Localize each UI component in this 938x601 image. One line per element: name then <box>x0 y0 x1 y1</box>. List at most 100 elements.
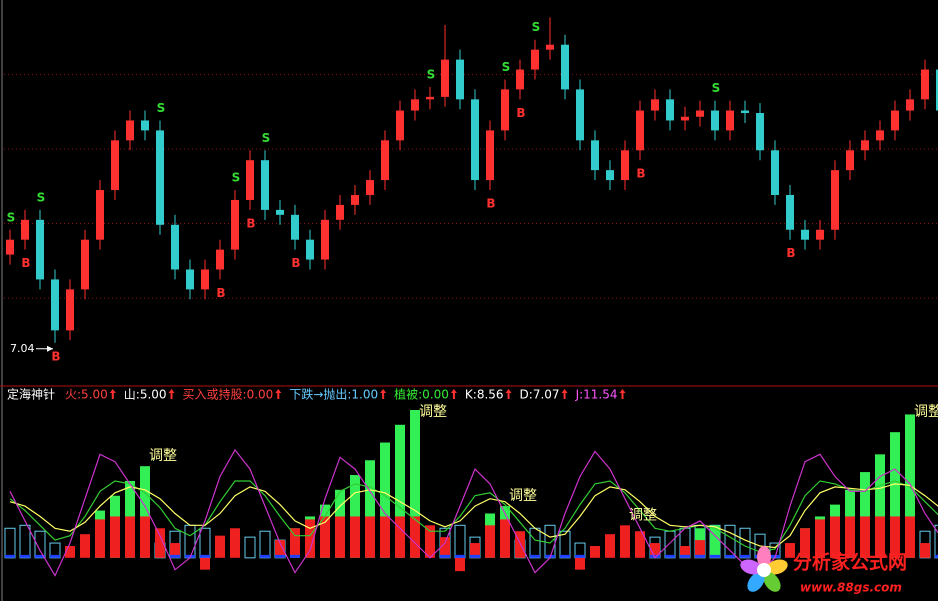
candle-body <box>51 279 59 331</box>
indicator-bar <box>500 519 510 558</box>
signal-label: B <box>486 197 495 211</box>
candle-body <box>726 110 734 131</box>
indicator-bar <box>650 554 660 558</box>
candle-body <box>636 110 644 151</box>
legend-entry: 下跌→抛出:1.00 <box>289 387 378 402</box>
legend-arrow <box>561 389 568 399</box>
indicator-bar <box>230 528 240 558</box>
legend-arrow <box>380 389 387 399</box>
legend-arrow <box>450 389 457 399</box>
candle-body <box>306 239 314 260</box>
indicator-bar <box>890 432 900 558</box>
indicator-bar <box>695 554 705 558</box>
candle-body <box>21 219 29 240</box>
indicator-bar <box>215 535 225 558</box>
indicator-bar <box>725 554 735 558</box>
indicator-bar <box>395 516 405 558</box>
watermark: 分析家公式网 www.88gs.com <box>740 546 907 595</box>
legend-arrow <box>505 389 512 399</box>
signal-label: S <box>502 60 511 74</box>
candle-body <box>156 130 164 225</box>
indicator-bar <box>740 554 750 558</box>
indicator-bar <box>530 554 540 558</box>
indicator-plot <box>4 410 938 577</box>
candle-body <box>426 96 434 100</box>
indicator-bar <box>260 554 270 558</box>
indicator-bar <box>395 424 405 558</box>
candle-body <box>201 269 209 290</box>
indicator-bar <box>695 540 705 558</box>
indicator-bar <box>380 442 390 558</box>
legend-entry: 火:5.00 <box>65 388 108 402</box>
indicator-bar <box>665 554 675 558</box>
legend-arrow <box>275 389 282 399</box>
indicator-bar <box>785 543 795 558</box>
indicator-bar <box>575 557 585 570</box>
legend-arrow <box>109 389 116 399</box>
indicator-bar <box>680 554 690 558</box>
indicator-bar <box>335 516 345 558</box>
indicator-bar <box>320 516 330 558</box>
candle-body <box>441 59 449 97</box>
indicator-bar <box>410 516 420 558</box>
candle-body <box>321 219 329 260</box>
candle-body <box>906 99 914 111</box>
indicator-bar <box>20 554 30 558</box>
indicator-bar <box>380 516 390 558</box>
candle-body <box>861 140 869 151</box>
indicator-bar <box>50 554 60 558</box>
candle-body <box>681 116 689 121</box>
indicator-bar <box>905 516 915 558</box>
annotation: 调整 <box>419 404 447 420</box>
indicator-bar <box>800 528 810 558</box>
signal-label: B <box>21 256 30 270</box>
candle-body <box>771 150 779 195</box>
low-arrow-head <box>47 345 53 352</box>
candle-body <box>936 69 938 111</box>
indicator-bar <box>680 546 690 558</box>
indicator-bar <box>890 516 900 558</box>
candle-body <box>351 194 359 205</box>
indicator-bar <box>65 546 75 558</box>
watermark-name: 分析家公式网 <box>793 551 907 574</box>
indicator-bar <box>365 516 375 558</box>
candle-body <box>651 99 659 111</box>
indicator-bar <box>470 543 480 558</box>
candle-body <box>81 239 89 290</box>
indicator-bar <box>875 516 885 558</box>
indicator-line <box>9 480 938 553</box>
signal-label: B <box>216 286 225 300</box>
signal-label: B <box>246 216 255 230</box>
candle-body <box>831 170 839 230</box>
indicator-bar <box>635 531 645 558</box>
legend-entry: K:8.56 <box>465 388 504 402</box>
indicator-bar <box>35 554 45 558</box>
indicator-bar <box>470 554 480 558</box>
indicator-bar <box>125 516 135 558</box>
indicator-bar <box>290 528 300 558</box>
candle-body <box>66 289 74 331</box>
legend-entry: J:11.54 <box>575 388 618 402</box>
candle-body <box>486 130 494 181</box>
candle-body <box>891 110 899 131</box>
indicator-bar <box>575 554 585 558</box>
candle-body <box>141 120 149 131</box>
candle-body <box>231 199 239 250</box>
indicator-bar <box>455 554 465 558</box>
indicator-bar <box>650 543 660 558</box>
annotation: 调整 <box>509 488 537 504</box>
legend-entry: 买入或持股:0.00 <box>183 387 274 402</box>
signal-label: S <box>37 190 46 204</box>
indicator-bar <box>710 554 720 558</box>
candle-body <box>696 110 704 117</box>
indicator-bar <box>200 554 210 558</box>
indicator-bar <box>95 519 105 558</box>
indicator-bar <box>365 460 375 558</box>
indicator-bar <box>710 525 720 558</box>
indicator-bar <box>905 414 915 558</box>
candle-body <box>276 209 284 215</box>
candle-body <box>591 140 599 171</box>
signal-label: B <box>786 246 795 260</box>
signal-label: S <box>712 81 721 95</box>
indicator-bar <box>440 537 450 558</box>
